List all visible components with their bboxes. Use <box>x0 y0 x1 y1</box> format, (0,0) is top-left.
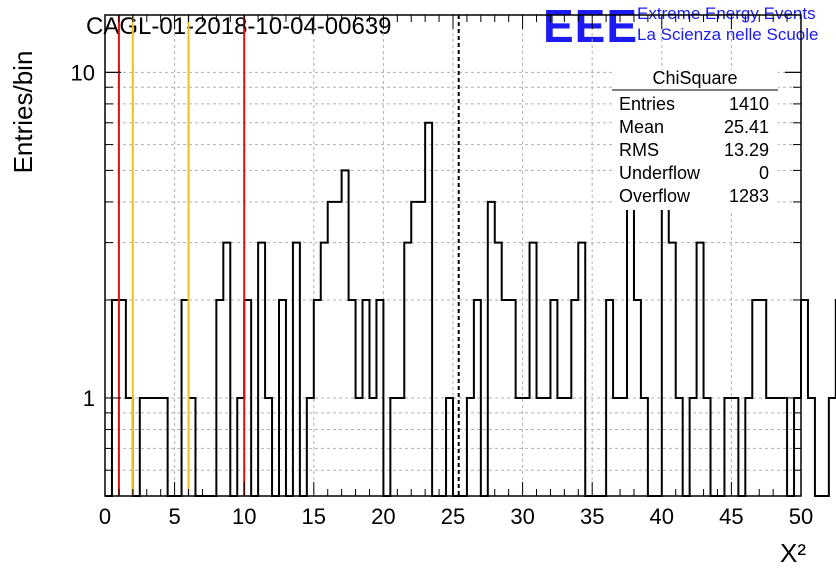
x-tick-label: 20 <box>371 504 395 529</box>
x-tick-label: 35 <box>580 504 604 529</box>
stats-title: ChiSquare <box>652 68 737 88</box>
stats-row-value: 1410 <box>729 94 769 114</box>
stats-row-label: RMS <box>619 140 659 160</box>
eee-logo: EEE Extreme Energy Events La Scienza nel… <box>543 0 818 52</box>
bars-layer <box>105 102 836 497</box>
logo-letters: EEE <box>543 0 638 52</box>
x-tick-label: 0 <box>99 504 111 529</box>
stats-row-value: 25.41 <box>724 117 769 137</box>
x-tick-label: 15 <box>302 504 326 529</box>
stats-row-label: Entries <box>619 94 675 114</box>
chart-title: CAGL-01-2018-10-04-00639 <box>86 13 392 40</box>
stats-row-label: Overflow <box>619 186 691 206</box>
y-tick-label: 1 <box>83 386 95 411</box>
stats-box: ChiSquare Entries 1410 Mean 25.41 RMS 13.29 Un… <box>612 68 778 210</box>
logo-line-2: La Scienza nelle Scuole <box>637 25 818 44</box>
stats-row-value: 1283 <box>729 186 769 206</box>
stats-row-label: Mean <box>619 117 664 137</box>
x-tick-label: 50 <box>789 504 813 529</box>
x-tick-label: 40 <box>650 504 674 529</box>
x-tick-label: 30 <box>510 504 534 529</box>
stats-row-value: 13.29 <box>724 140 769 160</box>
x-axis-label: X² <box>780 538 806 568</box>
stats-row-value: 0 <box>759 163 769 183</box>
marker-lines-layer <box>117 15 460 496</box>
ticks-layer: 0 5 10 15 20 25 30 35 40 45 50 1 10 <box>71 15 813 529</box>
y-tick-label: 10 <box>71 60 95 85</box>
stats-box-background <box>612 70 778 210</box>
x-tick-label: 45 <box>719 504 743 529</box>
stats-row-label: Underflow <box>619 163 701 183</box>
y-axis-label: Entries/bin <box>8 51 38 174</box>
histogram-outline <box>105 102 836 497</box>
x-tick-label: 25 <box>441 504 465 529</box>
logo-line-1: Extreme Energy Events <box>637 4 816 23</box>
x-tick-label: 5 <box>168 504 180 529</box>
x-tick-label: 10 <box>232 504 256 529</box>
